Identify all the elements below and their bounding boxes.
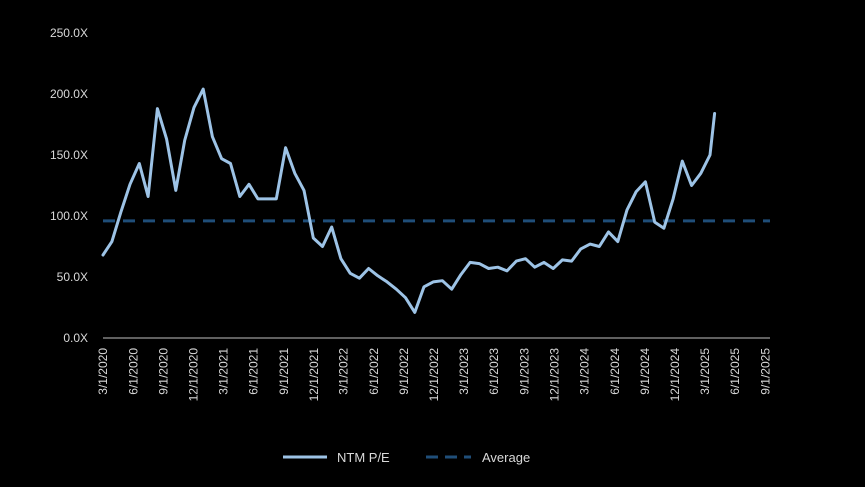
x-tick-label: 12/1/2023	[548, 348, 562, 402]
x-tick-label: 6/1/2021	[247, 348, 261, 395]
y-tick-label: 50.0X	[57, 270, 88, 284]
x-tick-label: 6/1/2022	[367, 348, 381, 395]
x-tick-label: 3/1/2021	[216, 348, 230, 395]
y-tick-label: 200.0X	[50, 87, 88, 101]
legend-label-average: Average	[482, 450, 530, 465]
x-tick-label: 9/1/2021	[277, 348, 291, 395]
x-tick-label: 6/1/2023	[487, 348, 501, 395]
x-tick-label: 9/1/2024	[638, 348, 652, 395]
x-axis-ticks: 3/1/2020 6/1/2020 9/1/2020 12/1/2020 3/1/202…	[96, 348, 772, 402]
x-tick-label: 12/1/2021	[307, 348, 321, 402]
x-tick-label: 3/1/2022	[337, 348, 351, 395]
x-tick-label: 3/1/2023	[457, 348, 471, 395]
x-tick-label: 6/1/2024	[608, 348, 622, 395]
series-line-ntm-pe	[101, 87, 717, 314]
y-axis-ticks: 0.0X 50.0X 100.0X 150.0X 200.0X 250.0X	[50, 26, 88, 345]
x-tick-label: 9/1/2022	[397, 348, 411, 395]
x-tick-label: 6/1/2025	[728, 348, 742, 395]
y-tick-label: 100.0X	[50, 209, 88, 223]
x-tick-label: 12/1/2020	[187, 348, 201, 402]
y-tick-label: 0.0X	[63, 331, 88, 345]
x-tick-label: 6/1/2020	[126, 348, 140, 395]
x-tick-label: 3/1/2020	[96, 348, 110, 395]
x-tick-label: 12/1/2022	[427, 348, 441, 402]
x-tick-label: 12/1/2024	[668, 348, 682, 402]
legend: NTM P/E Average	[283, 450, 530, 465]
x-tick-label: 9/1/2023	[518, 348, 532, 395]
x-tick-label: 9/1/2020	[157, 348, 171, 395]
x-tick-label: 9/1/2025	[758, 348, 772, 395]
legend-label-ntm-pe: NTM P/E	[337, 450, 390, 465]
x-tick-label: 3/1/2024	[578, 348, 592, 395]
x-tick-label: 3/1/2025	[698, 348, 712, 395]
y-tick-label: 150.0X	[50, 148, 88, 162]
y-tick-label: 250.0X	[50, 26, 88, 40]
